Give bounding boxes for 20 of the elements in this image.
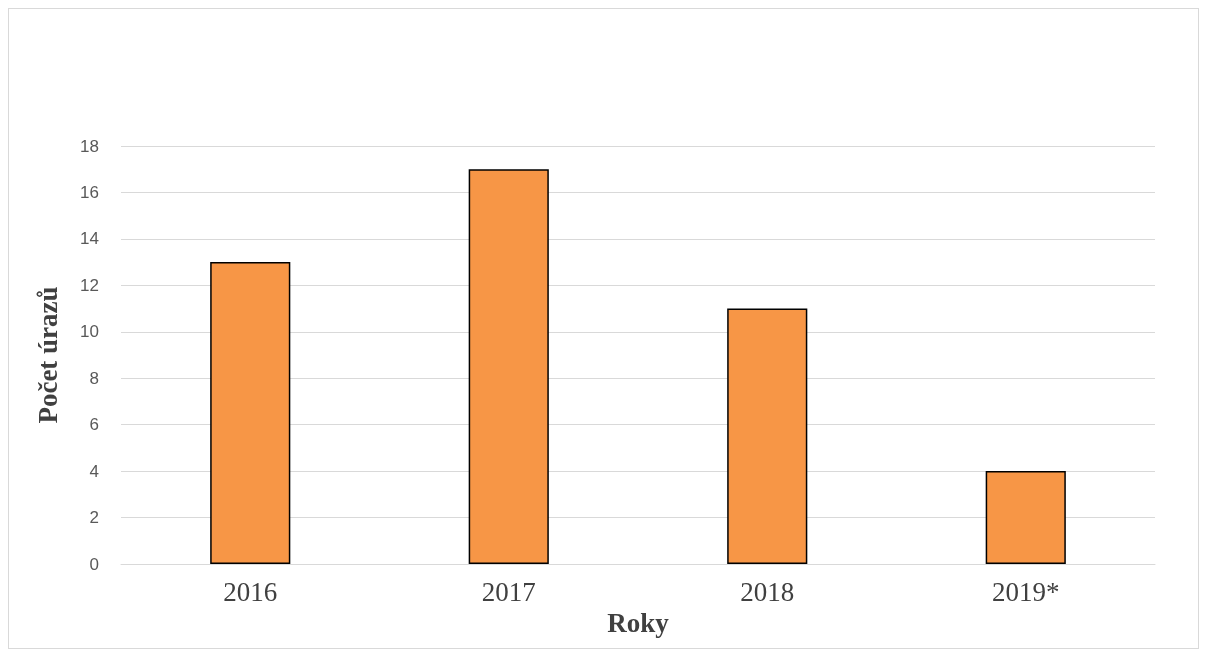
y-axis-title: Počet úrazů	[32, 286, 63, 424]
y-tick-label: 8	[89, 368, 99, 388]
x-tick-label: 2016	[223, 576, 278, 607]
bar	[468, 169, 549, 564]
x-tick-label: 2018	[740, 576, 795, 607]
y-tick-label: 12	[80, 275, 99, 295]
y-tick-label: 10	[80, 322, 99, 342]
y-tick-label: 0	[89, 554, 99, 574]
y-tick-label: 2	[89, 508, 99, 528]
bar	[210, 262, 291, 564]
y-tick-label: 6	[89, 415, 99, 435]
x-axis-title: Roky	[607, 608, 670, 639]
y-tick-label: 16	[80, 182, 99, 202]
y-tick-label: 18	[80, 136, 99, 156]
bar	[727, 308, 808, 564]
y-tick-label: 4	[89, 461, 99, 481]
x-tick-label: 2017	[481, 576, 536, 607]
bar	[985, 471, 1066, 564]
y-tick-label: 14	[80, 229, 99, 249]
x-tick-label: 2019*	[992, 576, 1060, 607]
